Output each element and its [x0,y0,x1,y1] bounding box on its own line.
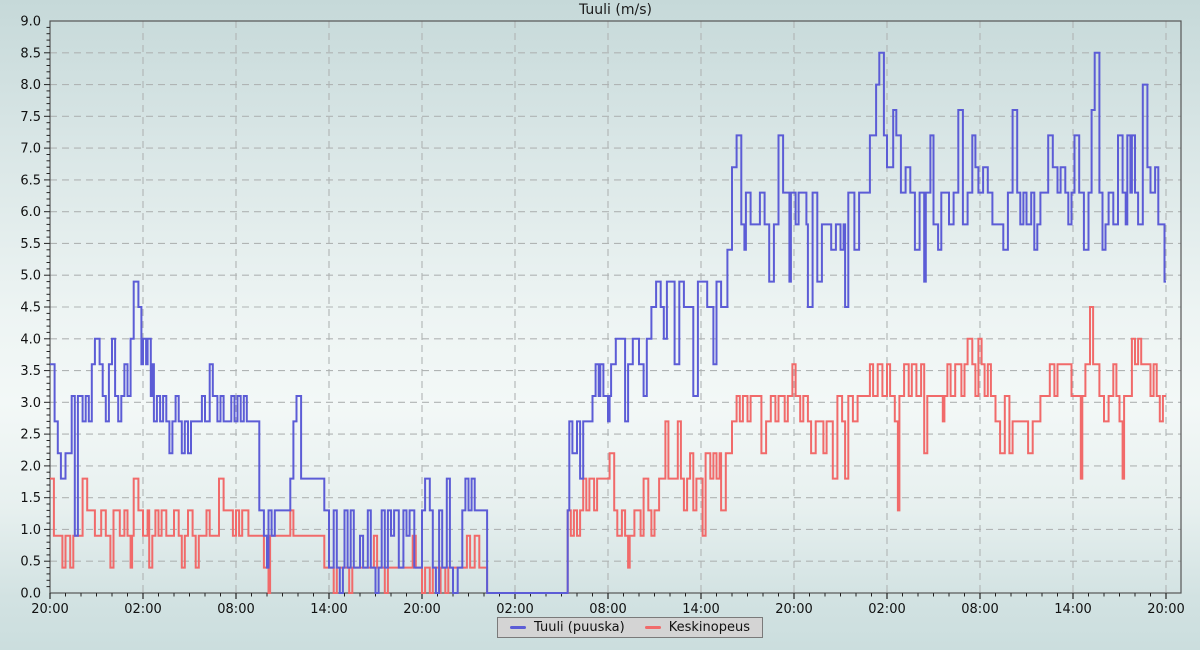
y-tick-label: 1.5 [20,491,41,506]
x-tick-label: 20:00 [1147,602,1184,617]
x-tick-label: 14:00 [310,602,347,617]
x-tick-label: 08:00 [961,602,998,617]
y-tick-label: 4.0 [20,332,41,347]
gust-line-swatch-icon [510,626,526,629]
y-tick-label: 6.5 [20,173,41,188]
y-tick-label: 8.0 [20,78,41,93]
legend-label-average: Keskinopeus [668,620,750,635]
x-tick-label: 02:00 [868,602,905,617]
y-tick-label: 1.0 [20,523,41,538]
y-tick-label: 9.0 [20,15,41,30]
average-line-swatch-icon [644,626,661,629]
series-line-gust [50,51,1166,594]
x-tick-label: 08:00 [217,602,254,617]
legend-label-gust: Tuuli (puuska) [534,620,625,635]
legend-item-gust: Tuuli (puuska) [510,620,625,635]
y-tick-label: 8.5 [20,46,41,61]
x-tick-label: 02:00 [124,602,161,617]
y-tick-label: 0.5 [20,555,41,570]
y-tick-label: 3.0 [20,396,41,411]
y-tick-label: 6.0 [20,205,41,220]
chart-legend: Tuuli (puuska) Keskinopeus [497,617,763,638]
x-tick-label: 14:00 [1054,602,1091,617]
y-tick-label: 7.5 [20,110,41,125]
chart-title: Tuuli (m/s) [579,2,652,18]
x-tick-label: 08:00 [589,602,626,617]
x-tick-label: 20:00 [31,602,68,617]
legend-item-average: Keskinopeus [644,620,750,635]
y-tick-label: 5.5 [20,237,41,252]
series-line-average [50,306,1166,594]
y-tick-label: 3.5 [20,364,41,379]
y-tick-label: 0.0 [20,587,41,602]
y-tick-label: 4.5 [20,301,41,316]
y-tick-label: 2.0 [20,459,41,474]
x-tick-label: 20:00 [775,602,812,617]
y-tick-label: 2.5 [20,428,41,443]
x-tick-label: 20:00 [403,602,440,617]
y-tick-label: 5.0 [20,269,41,284]
y-tick-label: 7.0 [20,142,41,157]
x-tick-label: 02:00 [496,602,533,617]
x-tick-label: 14:00 [682,602,719,617]
